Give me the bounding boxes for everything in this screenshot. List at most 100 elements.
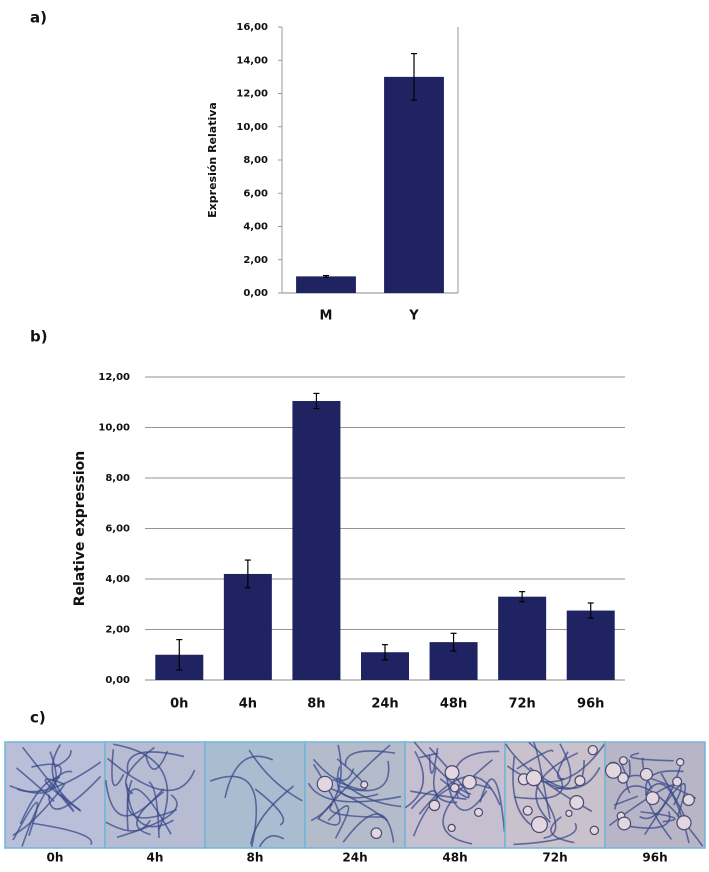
y-tick-label: 8,00 <box>243 155 268 166</box>
hypha <box>21 770 73 847</box>
hypha <box>337 777 402 808</box>
hypha <box>445 774 488 811</box>
y-tick-label: 10,00 <box>236 122 268 133</box>
yeast-cell <box>565 809 573 818</box>
panel-label: b) <box>30 328 48 346</box>
hypha <box>608 783 682 827</box>
hypha <box>442 759 493 845</box>
y-tick-label: 8,00 <box>105 473 130 484</box>
error-bar <box>450 632 457 652</box>
hypha <box>532 741 551 819</box>
y-tick-label: 0,00 <box>105 675 130 686</box>
micrograph-label: 24h <box>342 851 367 865</box>
yeast-cell <box>522 805 533 816</box>
yeast-cell <box>530 816 548 834</box>
micrograph <box>504 741 606 849</box>
hypha <box>209 775 258 848</box>
x-tick-label: 8h <box>307 697 325 712</box>
y-tick-label: 6,00 <box>243 188 268 199</box>
hypha <box>312 758 355 782</box>
hypha <box>412 783 492 837</box>
micrograph <box>404 741 506 849</box>
hypha <box>327 804 350 839</box>
hypha <box>344 750 396 766</box>
error-bar <box>519 591 526 603</box>
bar <box>498 596 547 680</box>
y-tick-label: 2,00 <box>243 255 268 266</box>
error-bar <box>382 644 388 661</box>
y-tick-label: 12,00 <box>98 372 130 383</box>
hypha <box>428 747 439 774</box>
y-tick-label: 4,00 <box>243 222 268 233</box>
yeast-cell <box>672 776 683 787</box>
hypha <box>329 803 385 818</box>
y-tick-label: 0,00 <box>243 288 268 299</box>
hypha <box>419 752 439 759</box>
hypha <box>105 819 151 832</box>
hypha <box>116 794 178 839</box>
hypha <box>516 749 554 770</box>
x-tick-label: M <box>320 309 333 324</box>
micrograph <box>204 741 306 849</box>
hypha <box>404 750 425 809</box>
hypha <box>9 751 57 794</box>
hypha <box>513 822 578 846</box>
hypha <box>111 749 125 787</box>
error-bar <box>323 274 329 278</box>
yeast-cell <box>449 783 460 793</box>
hypha <box>144 750 169 770</box>
bar <box>566 610 615 680</box>
x-tick-label: 96h <box>577 697 604 712</box>
x-tick-label: 72h <box>508 697 535 712</box>
yeast-cell <box>676 815 692 831</box>
yeast-cell <box>569 794 585 810</box>
hypha <box>258 835 285 848</box>
hypha <box>21 746 75 812</box>
micrograph-label: 8h <box>247 851 264 865</box>
yeast-cell <box>589 825 600 836</box>
y-tick-label: 4,00 <box>105 574 130 585</box>
error-bar <box>176 638 183 671</box>
x-tick-label: 4h <box>239 697 257 712</box>
hypha <box>148 781 160 839</box>
hypha <box>342 813 395 843</box>
hypha <box>630 752 674 762</box>
yeast-cell <box>574 775 586 787</box>
y-axis-title: Relative expression <box>72 451 88 607</box>
micrograph <box>4 741 106 849</box>
y-tick-label: 14,00 <box>236 55 268 66</box>
yeast-cell <box>639 767 653 781</box>
yeast-cell <box>428 799 441 812</box>
yeast-cell <box>645 791 660 806</box>
yeast-cell <box>587 744 598 756</box>
x-tick-label: Y <box>408 309 419 324</box>
bar <box>223 573 272 680</box>
yeast-cell <box>675 757 685 767</box>
hypha <box>506 743 606 783</box>
yeast-cell <box>618 756 628 766</box>
error-bar <box>411 52 417 101</box>
y-tick-label: 6,00 <box>105 524 130 535</box>
y-tick-label: 12,00 <box>236 89 268 100</box>
y-tick-label: 16,00 <box>236 22 268 33</box>
hypha <box>224 755 274 799</box>
yeast-cell <box>473 807 484 817</box>
panel-label: a) <box>30 9 47 27</box>
yeast-cell <box>617 816 632 831</box>
yeast-cell <box>604 762 622 779</box>
yeast-cell <box>316 775 334 793</box>
micrograph-frame <box>4 741 106 849</box>
yeast-cell <box>360 780 369 789</box>
hypha <box>124 746 155 795</box>
hypha <box>613 795 639 806</box>
micrograph <box>304 741 406 849</box>
hypha <box>535 752 579 823</box>
hypha <box>254 788 285 826</box>
hypha <box>625 774 697 800</box>
micrograph-label: 0h <box>47 851 64 865</box>
hypha <box>126 788 172 835</box>
micrograph <box>604 741 706 849</box>
error-bar <box>244 559 251 589</box>
yeast-cell <box>462 774 477 790</box>
